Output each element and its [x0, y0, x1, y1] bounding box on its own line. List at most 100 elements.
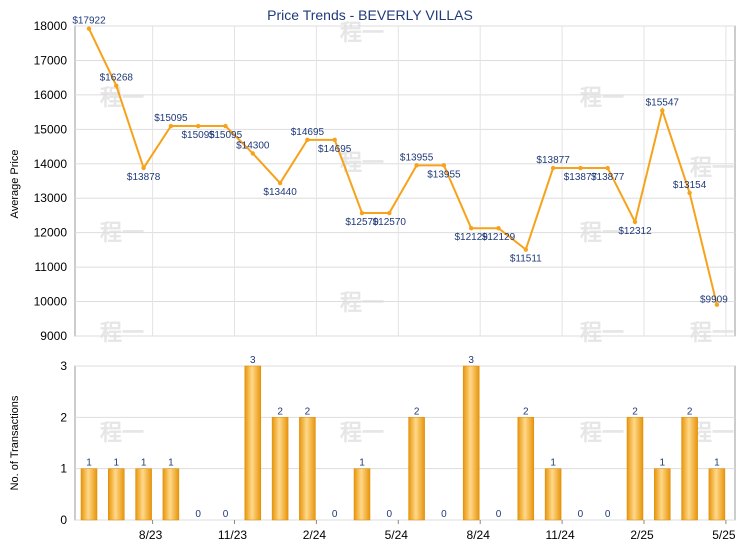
transaction-bar [517, 417, 535, 521]
price-point [632, 219, 638, 225]
transaction-data-label: 0 [605, 509, 611, 520]
transactions-axis-label: No. of Transactions [9, 395, 21, 490]
transaction-bar [244, 365, 262, 521]
watermark: 程一 [100, 421, 144, 446]
price-tick-label: 11000 [35, 260, 68, 274]
x-tick-label: 8/23 [139, 528, 163, 542]
price-point [469, 226, 474, 231]
price-point [114, 83, 119, 88]
price-data-label: $12129 [455, 232, 489, 243]
transaction-data-label: 0 [441, 509, 447, 520]
watermark: 程一 [580, 321, 624, 346]
price-point [250, 151, 255, 156]
transaction-data-label: 2 [305, 406, 311, 417]
transaction-bar [544, 468, 562, 521]
watermark: 程一 [100, 86, 144, 111]
transaction-bar [626, 417, 644, 521]
watermark: 程一 [580, 421, 624, 446]
price-point [687, 190, 692, 196]
price-data-label: $13877 [591, 172, 625, 183]
watermark: 程一 [340, 21, 384, 46]
transaction-data-label: 2 [277, 406, 283, 417]
price-data-label: $13955 [400, 152, 434, 163]
price-data-label: $15095 [182, 130, 216, 141]
price-data-label: $12570 [345, 217, 379, 228]
price-data-label: $16268 [100, 73, 134, 84]
transactions-tick-label: 0 [60, 513, 67, 527]
transactions-plot-frame [74, 365, 736, 521]
transaction-data-label: 2 [632, 406, 638, 417]
transaction-data-label: 0 [195, 509, 201, 520]
watermark: 程一 [340, 421, 384, 446]
price-data-label: $11511 [510, 254, 542, 265]
transaction-data-label: 1 [359, 458, 365, 469]
price-tick-label: 13000 [34, 191, 68, 205]
x-tick-label: 2/25 [630, 528, 654, 542]
x-tick-label: 11/24 [546, 528, 575, 542]
transaction-data-label: 1 [168, 458, 174, 469]
transaction-bar [681, 417, 698, 521]
transaction-data-label: 0 [387, 509, 393, 520]
x-tick-label: 5/25 [712, 528, 736, 542]
transactions-tick-label: 2 [60, 410, 67, 424]
transaction-data-label: 0 [332, 509, 338, 520]
x-tick-label: 8/24 [467, 528, 491, 542]
price-tick-label: 15000 [34, 122, 68, 136]
watermark: 程一 [100, 321, 144, 346]
transaction-bar [299, 417, 316, 521]
watermark: 程一 [580, 221, 624, 246]
transaction-data-label: 2 [687, 406, 693, 417]
x-tick-label: 2/24 [303, 528, 327, 542]
transaction-data-label: 0 [496, 509, 502, 520]
price-data-label: $14695 [318, 144, 352, 155]
price-data-label: $13877 [536, 155, 570, 166]
price-tick-label: 16000 [34, 88, 68, 102]
price-point [277, 180, 283, 186]
price-plot-frame [74, 25, 736, 337]
watermark: 程一 [580, 86, 624, 111]
price-point [141, 165, 146, 171]
price-point [86, 26, 92, 31]
price-point [578, 165, 583, 171]
transaction-data-label: 3 [250, 355, 256, 366]
watermark: 程一 [100, 221, 144, 246]
price-point [714, 302, 720, 307]
transaction-data-label: 1 [660, 458, 666, 469]
price-data-label: $13878 [127, 172, 161, 183]
price-data-label: $13440 [263, 187, 297, 198]
price-series-line [88, 28, 718, 305]
price-data-label: $12312 [618, 226, 652, 237]
x-tick-label: 11/23 [218, 528, 247, 542]
watermark: 程一 [690, 156, 734, 181]
price-data-label: $15095 [154, 113, 188, 124]
price-tick-label: 17000 [34, 53, 68, 67]
price-data-label: $13154 [673, 180, 707, 191]
transaction-data-label: 1 [86, 458, 92, 469]
price-point [223, 123, 228, 129]
transaction-bar [353, 468, 371, 521]
transaction-bar [108, 468, 125, 521]
price-point [605, 165, 610, 171]
transaction-data-label: 3 [468, 355, 474, 366]
price-point [305, 137, 310, 143]
transactions-tick-label: 1 [60, 462, 67, 476]
price-tick-label: 12000 [34, 226, 68, 240]
transaction-data-label: 2 [414, 406, 420, 417]
x-tick-label: 5/24 [385, 528, 409, 542]
price-tick-label: 10000 [34, 295, 68, 309]
price-point [332, 137, 337, 143]
price-data-label: $17922 [72, 16, 106, 27]
transaction-data-label: 1 [714, 458, 720, 469]
price-point [660, 108, 665, 113]
chart-title: Price Trends - BEVERLY VILLAS [267, 7, 473, 23]
price-point [550, 165, 556, 171]
transaction-data-label: 0 [578, 509, 584, 520]
transaction-data-label: 0 [223, 509, 229, 520]
transaction-data-label: 1 [114, 458, 120, 469]
price-tick-label: 14000 [34, 157, 68, 171]
transaction-bar [162, 468, 180, 521]
price-data-label: $15547 [646, 97, 680, 108]
transaction-bar [408, 417, 425, 521]
